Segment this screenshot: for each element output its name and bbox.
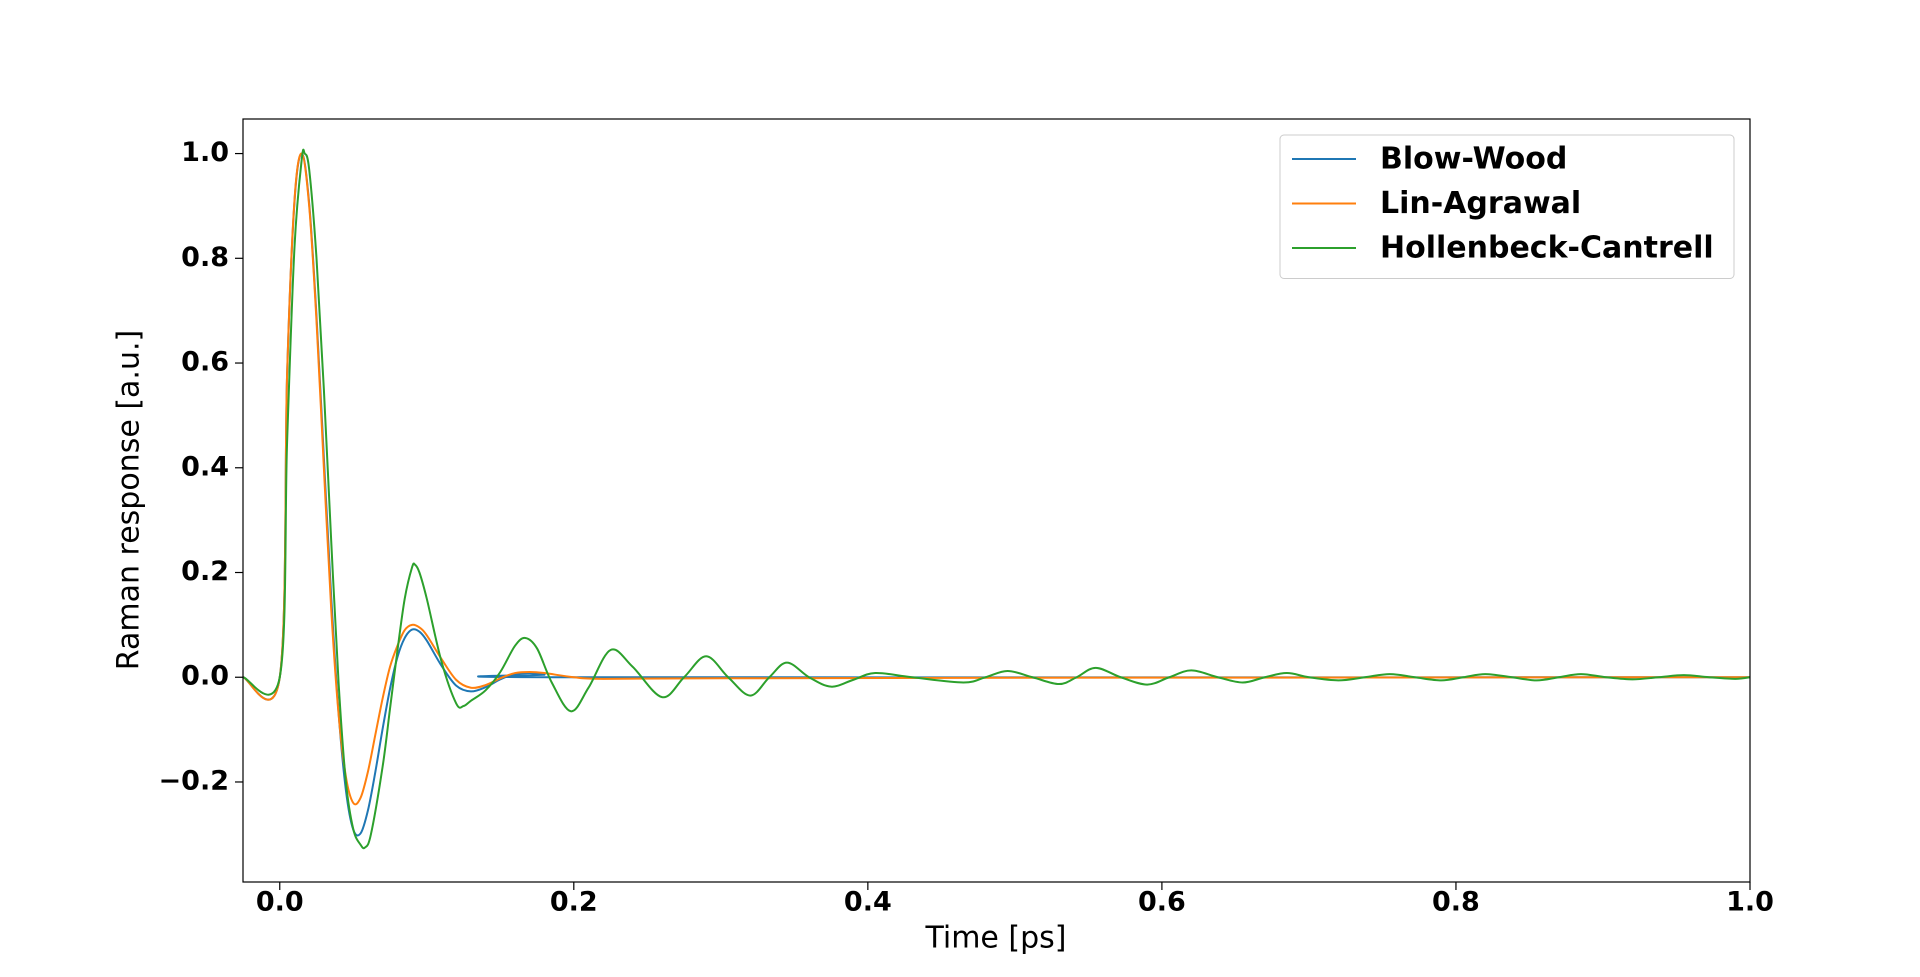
y-axis-label: Raman response [a.u.] — [112, 330, 147, 670]
y-tick-label: 0.6 — [181, 347, 229, 378]
y-tick-label: 1.0 — [181, 137, 229, 168]
x-tick-label: 1.0 — [1726, 887, 1774, 918]
legend-label: Hollenbeck-Cantrell — [1380, 231, 1714, 266]
axes-frame — [242, 118, 1751, 883]
legend-box — [1279, 134, 1735, 279]
y-tick-label: 0.8 — [181, 242, 229, 273]
y-tick-label: 0.0 — [181, 661, 229, 692]
x-axis-label: Time [ps] — [924, 921, 1066, 956]
x-tick-label: 0.8 — [1432, 887, 1480, 918]
x-tick-label: 0.4 — [844, 887, 892, 918]
y-tick-label: 0.2 — [181, 556, 229, 587]
x-tick-label: 0.6 — [1138, 887, 1186, 918]
legend-label: Lin-Agrawal — [1380, 186, 1581, 221]
y-tick-label: 0.4 — [181, 451, 229, 482]
plot-area — [243, 148, 1750, 850]
x-tick-label: 0.2 — [550, 887, 598, 918]
series-line — [243, 148, 1750, 850]
y-tick-label: −0.2 — [159, 765, 229, 796]
x-tick-label: 0.0 — [256, 887, 304, 918]
legend-label: Blow-Wood — [1380, 142, 1567, 177]
